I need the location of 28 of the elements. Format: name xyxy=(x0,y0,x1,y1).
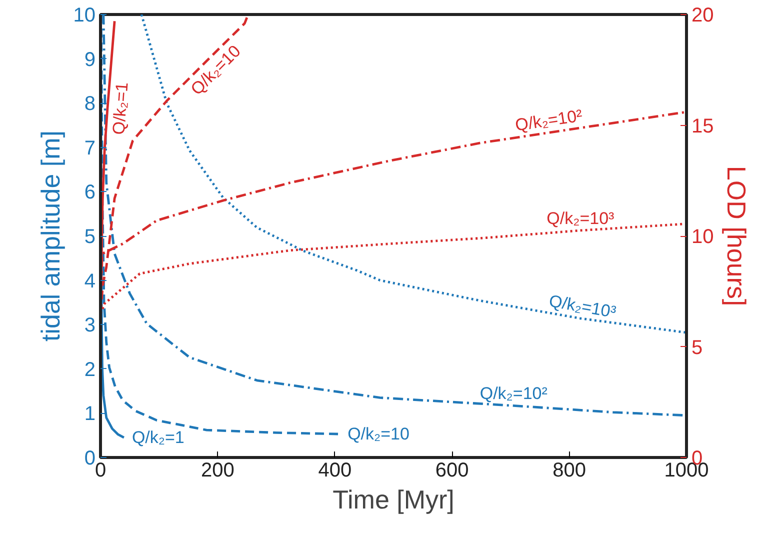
x-tick-label: 800 xyxy=(552,460,586,482)
annotation: Q/k₂=10 xyxy=(348,424,410,444)
y-tick-label: 1 xyxy=(84,403,96,426)
x-axis-title: Time [Myr] xyxy=(332,484,454,514)
annotation: Q/k₂=1 xyxy=(109,82,132,136)
y2-tick-label: 10 xyxy=(692,226,714,248)
x-tick-label: 600 xyxy=(435,460,469,482)
x-tick-label: 400 xyxy=(318,460,352,482)
y-axis-title: tidal amplitude [m] xyxy=(35,130,66,342)
y-tick-label: 5 xyxy=(84,226,96,248)
y-tick-label: 9 xyxy=(84,48,96,71)
annotation: Q/k₂=10² xyxy=(480,384,548,404)
y2-axis-title: LOD [hours] xyxy=(722,166,752,306)
x-tick-label: 200 xyxy=(201,460,234,482)
y-tick-label: 4 xyxy=(84,270,96,292)
y2-tick-label: 20 xyxy=(692,4,714,26)
annotation: Q/k₂=10³ xyxy=(546,208,615,228)
annotation: Q/k₂=10² xyxy=(514,106,584,135)
annotation: Q/k₂=10³ xyxy=(548,291,618,322)
y-tick-label: 7 xyxy=(84,137,96,160)
annotation: Q/k₂=1 xyxy=(132,428,184,448)
y-tick-label: 10 xyxy=(73,4,96,26)
y2-tick-label: 5 xyxy=(692,336,703,359)
y2-tick-label: 15 xyxy=(692,115,714,138)
y-tick-label: 3 xyxy=(84,314,96,337)
y-tick-label: 6 xyxy=(84,182,96,204)
y-tick-label: 2 xyxy=(84,358,96,381)
y-tick-label: 8 xyxy=(84,93,96,116)
